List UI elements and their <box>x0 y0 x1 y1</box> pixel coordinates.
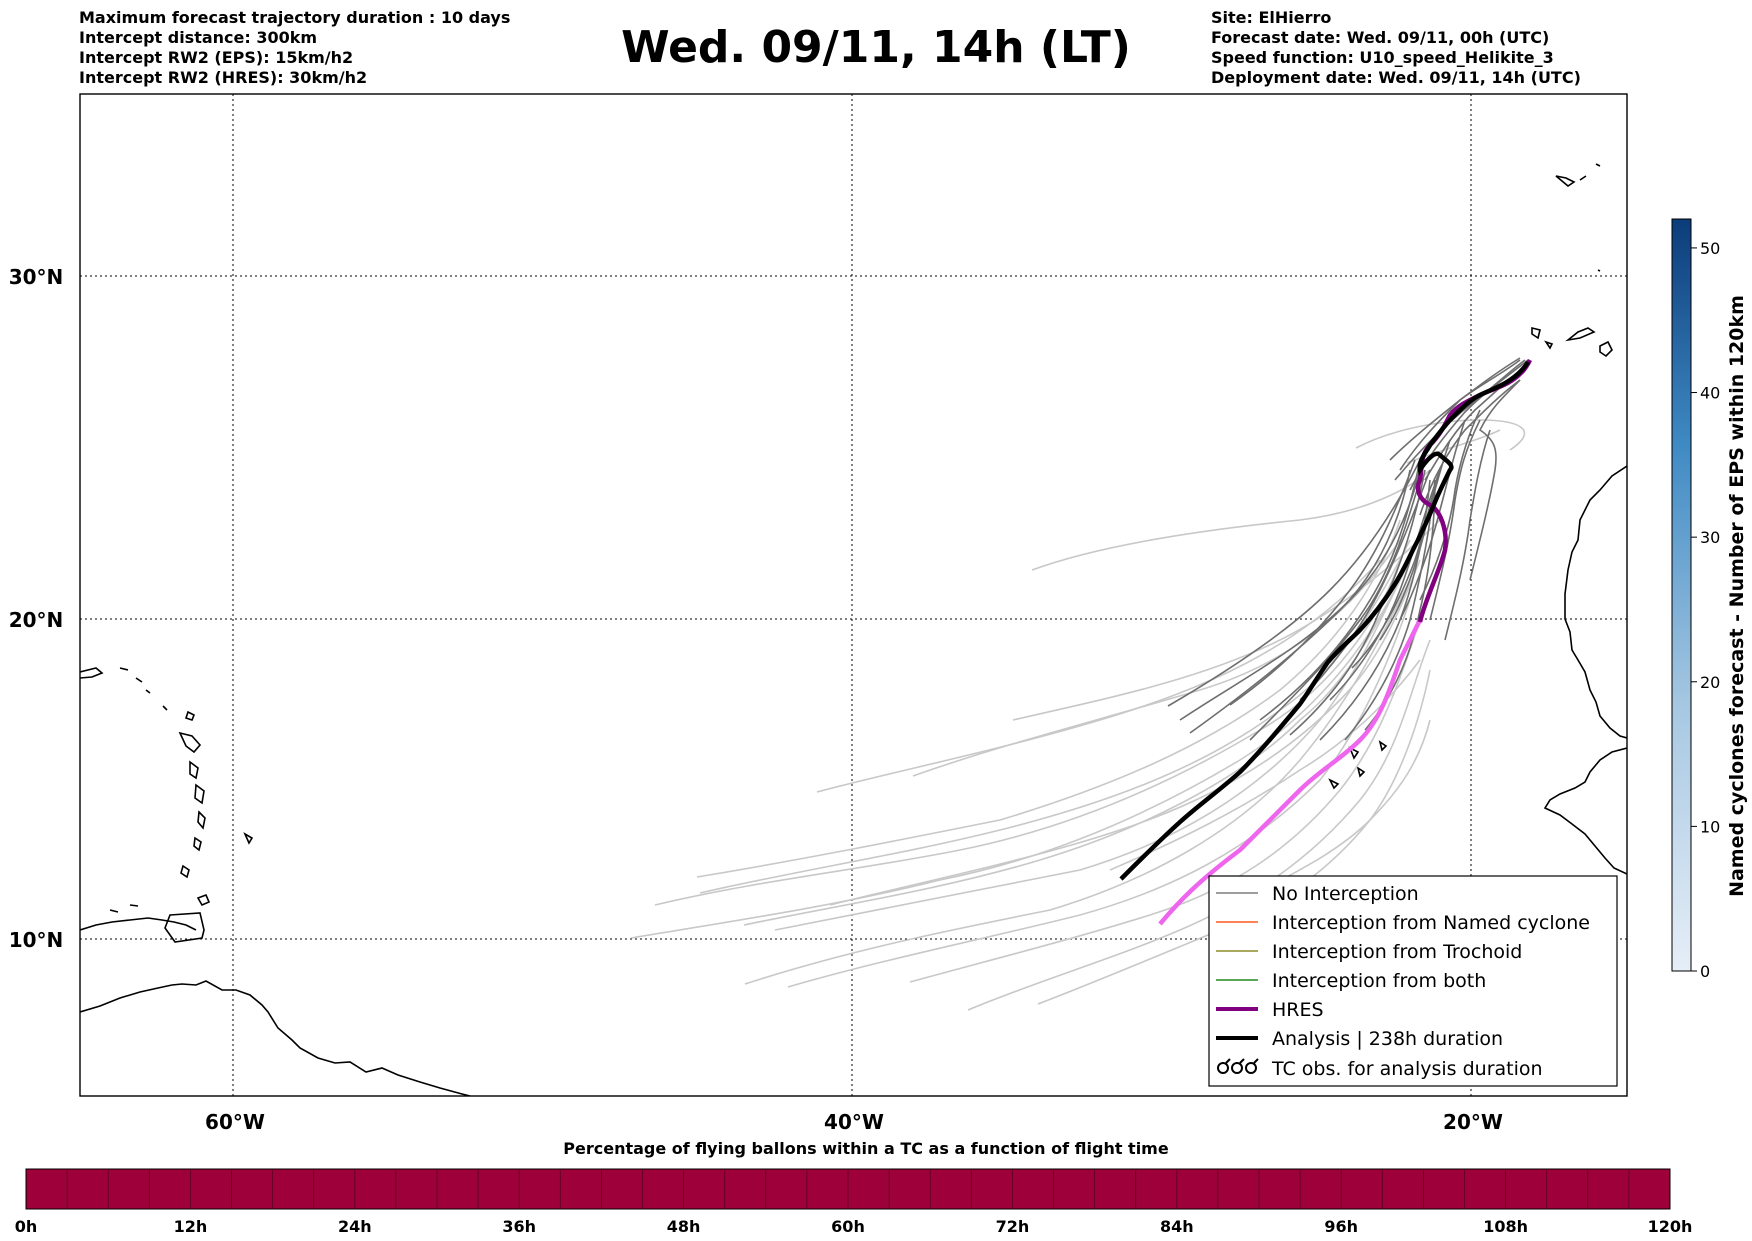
lon-label-40w: 40°W <box>824 1110 884 1134</box>
right-colorbar-ticks: 0 10 20 30 40 50 <box>1691 239 1720 981</box>
bottom-colorbar-tick-label: 0h <box>15 1217 38 1236</box>
st-lucia-island <box>197 810 206 830</box>
bottom-colorbar-tick-label: 12h <box>174 1217 208 1236</box>
page-title: Wed. 09/11, 14h (LT) <box>621 22 1131 73</box>
bottom-colorbar-tick-label: 36h <box>502 1217 536 1236</box>
map-frame <box>79 93 1628 1097</box>
legend-box <box>1208 875 1618 1087</box>
header-left-info: Maximum forecast trajectory duration : 1… <box>79 8 510 88</box>
legend-label-trochoid: Interception from Trochoid <box>1272 941 1522 963</box>
legend-label-no-interception: No Interception <box>1272 883 1419 905</box>
antigua-island <box>184 710 196 721</box>
legend-label-hres: HRES <box>1272 999 1324 1021</box>
trinidad-island <box>164 912 205 943</box>
guadeloupe-island <box>178 731 202 754</box>
info-line: Intercept RW2 (HRES): 30km/h2 <box>79 68 368 87</box>
bottom-colorbar: Percentage of flying ballons within a TC… <box>15 1139 1693 1236</box>
right-colorbar-tick-label: 40 <box>1700 384 1720 403</box>
west-africa-coast-south <box>1543 747 1627 875</box>
info-line: Site: ElHierro <box>1211 8 1332 27</box>
south-america-coast <box>80 980 471 1096</box>
right-colorbar-tick-label: 20 <box>1700 673 1720 692</box>
legend-label-both: Interception from both <box>1272 970 1486 992</box>
bottom-colorbar-tick-label: 108h <box>1483 1217 1528 1236</box>
lat-label-20n: 20°N <box>9 608 64 632</box>
st-vincent-island <box>193 836 202 852</box>
right-colorbar-tick-label: 50 <box>1700 239 1720 258</box>
bottom-colorbar-tick-label: 72h <box>996 1217 1030 1236</box>
eps-trajectories-dark <box>1167 357 1529 741</box>
legend-label-named-cyclone: Interception from Named cyclone <box>1272 912 1590 934</box>
right-colorbar-tick-label: 30 <box>1700 528 1720 547</box>
info-line: Forecast date: Wed. 09/11, 00h (UTC) <box>1211 28 1550 47</box>
bottom-colorbar-tick-label: 60h <box>831 1217 865 1236</box>
right-colorbar-tick-label: 10 <box>1700 817 1720 836</box>
grenada-island <box>180 864 190 879</box>
bottom-colorbar-title: Percentage of flying ballons within a TC… <box>563 1139 1169 1158</box>
info-line: Maximum forecast trajectory duration : 1… <box>79 8 511 27</box>
bottom-colorbar-tick-label: 96h <box>1324 1217 1358 1236</box>
virgin-islands <box>119 667 168 711</box>
azores-islet <box>1597 269 1601 272</box>
canary-islands <box>1531 326 1613 358</box>
bottom-colorbar-tick-label: 48h <box>667 1217 701 1236</box>
right-colorbar-label: Named cyclones forecast - Number of EPS … <box>1726 295 1748 897</box>
bottom-colorbar-tick-label: 84h <box>1160 1217 1194 1236</box>
legend-label-analysis: Analysis | 238h duration <box>1272 1028 1503 1050</box>
barbados-island <box>243 832 254 845</box>
info-line: Deployment date: Wed. 09/11, 14h (UTC) <box>1211 68 1581 87</box>
right-colorbar-tick-label: 0 <box>1700 962 1710 981</box>
puerto-rico-island <box>80 667 104 679</box>
right-colorbar: 0 10 20 30 40 50 Named cyclones forecast - Nu… <box>1671 218 1748 981</box>
lat-label-30n: 30°N <box>9 265 64 289</box>
tc-obs-icon <box>1217 1058 1259 1074</box>
info-line: Intercept distance: 300km <box>79 28 318 47</box>
venezuela-coast <box>80 917 197 931</box>
tobago-island <box>196 893 211 907</box>
legend-label-tc-obs: TC obs. for analysis duration <box>1271 1058 1543 1080</box>
info-line: Intercept RW2 (EPS): 15km/h2 <box>79 48 354 67</box>
west-africa-coast <box>1564 465 1627 739</box>
dominica-island <box>189 760 199 780</box>
lon-label-20w: 20°W <box>1443 1110 1503 1134</box>
coastlines <box>80 163 1627 1096</box>
lon-label-60w: 60°W <box>205 1110 265 1134</box>
header-right-info: Site: ElHierro Forecast date: Wed. 09/11… <box>1211 8 1581 88</box>
margarita-island <box>109 904 139 913</box>
analysis-trajectory <box>1119 360 1531 881</box>
map-legend: No Interception Interception from Named … <box>1208 875 1618 1087</box>
bottom-colorbar-tick-label: 120h <box>1648 1217 1693 1236</box>
bottom-colorbar-ticks: 0h 12h 24h 36h 48h 60h 72h 84h 96h 108h 120h <box>15 1217 1693 1236</box>
bottom-colorbar-minor-ticks <box>66 1169 1630 1209</box>
madeira-islands <box>1555 163 1601 187</box>
cape-verde-islands <box>1328 740 1388 790</box>
martinique-island <box>194 783 205 805</box>
info-line: Speed function: U10_speed_Helikite_3 <box>1211 48 1554 67</box>
hres-trajectory-tail <box>1158 618 1423 926</box>
lat-label-10n: 10°N <box>9 928 64 952</box>
right-colorbar-gradient <box>1671 218 1692 972</box>
bottom-colorbar-tick-label: 24h <box>338 1217 372 1236</box>
